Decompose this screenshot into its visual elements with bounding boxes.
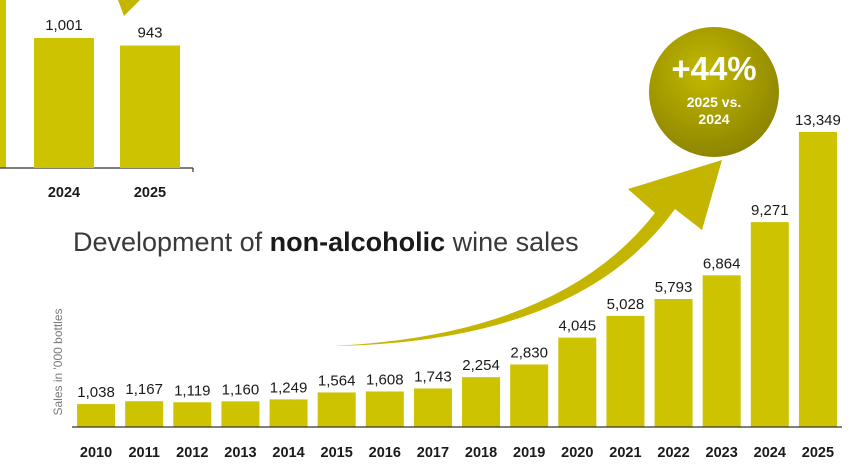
x-tick-2011: 2011 [128, 445, 159, 461]
x-tick-2019: 2019 [513, 445, 545, 461]
bar-2018 [462, 377, 501, 427]
badge-line1: 2025 vs. [687, 94, 742, 110]
value-label-2024: 9,271 [751, 202, 789, 219]
value-label-2021: 5,028 [607, 296, 645, 313]
value-label-2015: 1,564 [318, 372, 356, 389]
bar-2014 [269, 399, 308, 427]
badge-line2: 2024 [698, 111, 729, 127]
x-tick-2023: 2023 [706, 445, 738, 461]
x-tick-2024: 2024 [754, 445, 786, 461]
bar-2020 [558, 337, 597, 427]
bar-2011 [125, 401, 164, 427]
x-tick-2014: 2014 [272, 445, 304, 461]
x-tick-2025: 2025 [802, 445, 834, 461]
inset-arrow-tip [118, 0, 140, 16]
x-tick-2012: 2012 [176, 445, 208, 461]
x-tick-2016: 2016 [369, 445, 401, 461]
bar-2022 [654, 298, 693, 427]
x-tick-2017: 2017 [417, 445, 449, 461]
value-label-2022: 5,793 [655, 279, 693, 296]
value-label-2025: 13,349 [795, 112, 841, 129]
bar-2010 [77, 404, 116, 427]
value-label-2019: 2,830 [510, 344, 548, 361]
growth-arrow [333, 160, 722, 346]
value-label-2023: 6,864 [703, 255, 741, 272]
badge-circle [649, 27, 779, 157]
bar-2016 [365, 391, 404, 427]
bar-2013 [221, 401, 260, 427]
bar-2019 [510, 364, 549, 427]
inset-x-tick-2025: 2025 [134, 185, 166, 201]
inset-bar-2024 [34, 38, 94, 168]
bar-2024 [750, 222, 789, 427]
value-label-2016: 1,608 [366, 371, 404, 388]
inset-value-label-2025: 943 [137, 25, 162, 42]
value-label-2013: 1,160 [222, 381, 260, 398]
bar-2021 [606, 315, 645, 427]
bar-2012 [173, 402, 212, 427]
growth-badge: +44% 2025 vs. 2024 [649, 27, 779, 157]
inset-chart: 1,001 2024 943 2025 [0, 0, 194, 201]
inset-bar-2025 [120, 45, 180, 168]
x-tick-2013: 2013 [224, 445, 256, 461]
inset-partial-bar [0, 0, 6, 168]
chart-title: Development of non-alcoholic wine sales [73, 227, 579, 257]
x-tick-2015: 2015 [321, 445, 353, 461]
inset-value-label-2024: 1,001 [45, 17, 83, 34]
y-axis-label: Sales in '000 bottles [51, 308, 65, 415]
value-label-2011: 1,167 [125, 381, 163, 398]
main-bars: 1,038 2010 1,167 2011 1,119 2012 1,160 2013 1,24… [77, 112, 841, 461]
value-label-2010: 1,038 [77, 384, 115, 401]
value-label-2018: 2,254 [462, 357, 500, 374]
value-label-2012: 1,119 [174, 382, 210, 399]
value-label-2017: 1,743 [414, 368, 452, 385]
x-tick-2021: 2021 [609, 445, 641, 461]
x-tick-2010: 2010 [80, 445, 112, 461]
inset-x-tick-2024: 2024 [48, 185, 80, 201]
bar-2023 [702, 275, 741, 427]
x-tick-2020: 2020 [561, 445, 593, 461]
value-label-2020: 4,045 [559, 318, 597, 335]
badge-percent: +44% [671, 50, 756, 87]
x-tick-2022: 2022 [657, 445, 689, 461]
x-tick-2018: 2018 [465, 445, 497, 461]
bar-2025 [798, 132, 837, 427]
value-label-2014: 1,249 [270, 379, 308, 396]
bar-2015 [317, 392, 356, 427]
bar-2017 [413, 388, 452, 427]
